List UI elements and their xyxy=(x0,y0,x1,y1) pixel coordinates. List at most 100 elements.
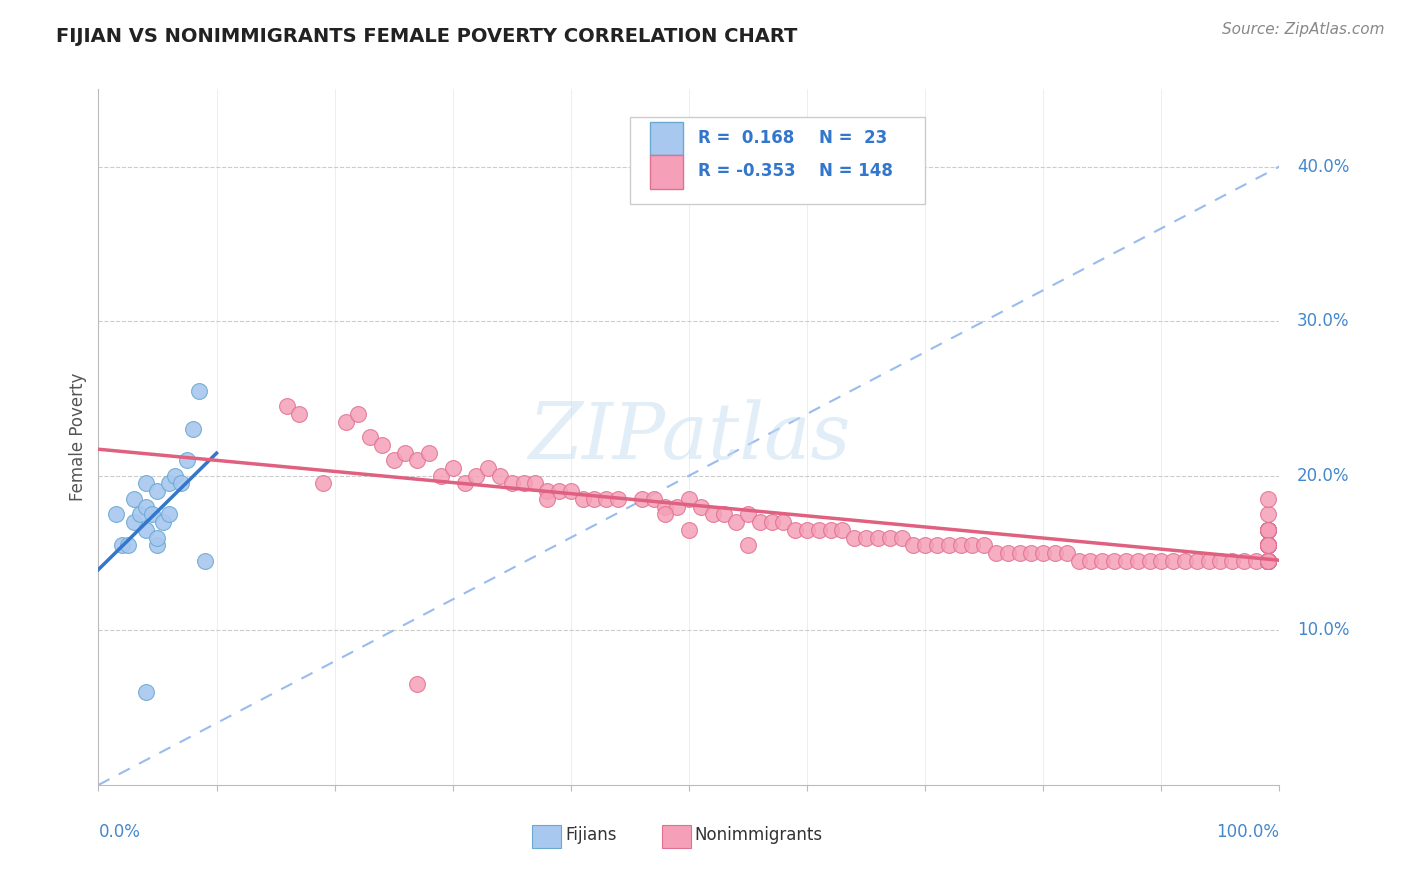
Point xyxy=(689,500,711,514)
Point xyxy=(406,677,429,691)
Point xyxy=(831,523,853,537)
Point xyxy=(713,508,735,522)
Point xyxy=(135,476,157,491)
Point xyxy=(1257,554,1279,568)
Point xyxy=(914,538,936,552)
Text: N =  23: N = 23 xyxy=(818,129,887,147)
Point xyxy=(1257,554,1279,568)
Point xyxy=(501,476,523,491)
Text: 0.0%: 0.0% xyxy=(98,823,141,841)
Point xyxy=(117,538,139,552)
Point xyxy=(903,538,925,552)
Point xyxy=(1150,554,1173,568)
Point xyxy=(1056,546,1078,560)
Text: 100.0%: 100.0% xyxy=(1216,823,1279,841)
Point xyxy=(181,422,204,436)
Point xyxy=(997,546,1019,560)
Point xyxy=(890,531,912,545)
Point xyxy=(855,531,877,545)
FancyBboxPatch shape xyxy=(630,117,925,204)
Point xyxy=(347,407,370,421)
Point xyxy=(146,484,169,499)
Point xyxy=(1257,523,1279,537)
Point xyxy=(548,484,571,499)
Point xyxy=(1257,554,1279,568)
Point xyxy=(1257,538,1279,552)
Point xyxy=(288,407,311,421)
Point xyxy=(1257,538,1279,552)
Point xyxy=(1257,554,1279,568)
Point xyxy=(141,508,163,522)
Text: 40.0%: 40.0% xyxy=(1298,158,1350,176)
Point xyxy=(1257,554,1279,568)
Text: 30.0%: 30.0% xyxy=(1298,312,1350,330)
Point xyxy=(512,476,534,491)
Point xyxy=(406,453,429,467)
Point xyxy=(359,430,381,444)
Point xyxy=(1257,554,1279,568)
Point xyxy=(785,523,807,537)
Text: 10.0%: 10.0% xyxy=(1298,622,1350,640)
Text: R =  0.168: R = 0.168 xyxy=(699,129,794,147)
Point xyxy=(157,508,180,522)
Point xyxy=(1043,546,1066,560)
Point xyxy=(1257,538,1279,552)
Point xyxy=(1257,554,1279,568)
Point xyxy=(571,491,593,506)
Point xyxy=(560,484,582,499)
Point xyxy=(654,500,676,514)
Point xyxy=(1257,538,1279,552)
Point xyxy=(1091,554,1114,568)
Point xyxy=(1257,523,1279,537)
Point xyxy=(111,538,134,552)
Point xyxy=(1139,554,1161,568)
Point xyxy=(949,538,972,552)
FancyBboxPatch shape xyxy=(650,155,683,189)
Point xyxy=(152,515,174,529)
Point xyxy=(1257,523,1279,537)
Point xyxy=(536,491,558,506)
Point xyxy=(135,685,157,699)
Point xyxy=(135,523,157,537)
Point xyxy=(879,531,901,545)
Point xyxy=(1185,554,1208,568)
Point xyxy=(1257,523,1279,537)
Text: Nonimmigrants: Nonimmigrants xyxy=(695,826,823,844)
Point xyxy=(1126,554,1149,568)
Point xyxy=(122,491,145,506)
Point xyxy=(1257,554,1279,568)
Point xyxy=(1257,523,1279,537)
Point xyxy=(146,538,169,552)
Point xyxy=(725,515,748,529)
Point xyxy=(170,476,193,491)
Point xyxy=(678,523,700,537)
Point xyxy=(335,415,357,429)
Point xyxy=(1257,538,1279,552)
Point xyxy=(678,491,700,506)
Point xyxy=(1257,554,1279,568)
Point xyxy=(925,538,948,552)
FancyBboxPatch shape xyxy=(662,824,692,847)
Point xyxy=(1257,554,1279,568)
Point xyxy=(820,523,842,537)
Point xyxy=(187,384,209,398)
Point xyxy=(1257,538,1279,552)
Point xyxy=(1257,554,1279,568)
Point xyxy=(157,476,180,491)
Point xyxy=(666,500,689,514)
Point xyxy=(1257,554,1279,568)
Text: R = -0.353: R = -0.353 xyxy=(699,162,796,180)
Point xyxy=(796,523,818,537)
Point xyxy=(1080,554,1102,568)
Point xyxy=(135,500,157,514)
Point xyxy=(394,445,416,459)
Point xyxy=(1233,554,1256,568)
Point xyxy=(1257,554,1279,568)
Point xyxy=(772,515,794,529)
Point xyxy=(748,515,770,529)
Point xyxy=(973,538,995,552)
Point xyxy=(595,491,617,506)
Y-axis label: Female Poverty: Female Poverty xyxy=(69,373,87,501)
Point xyxy=(1257,554,1279,568)
Point xyxy=(1174,554,1197,568)
